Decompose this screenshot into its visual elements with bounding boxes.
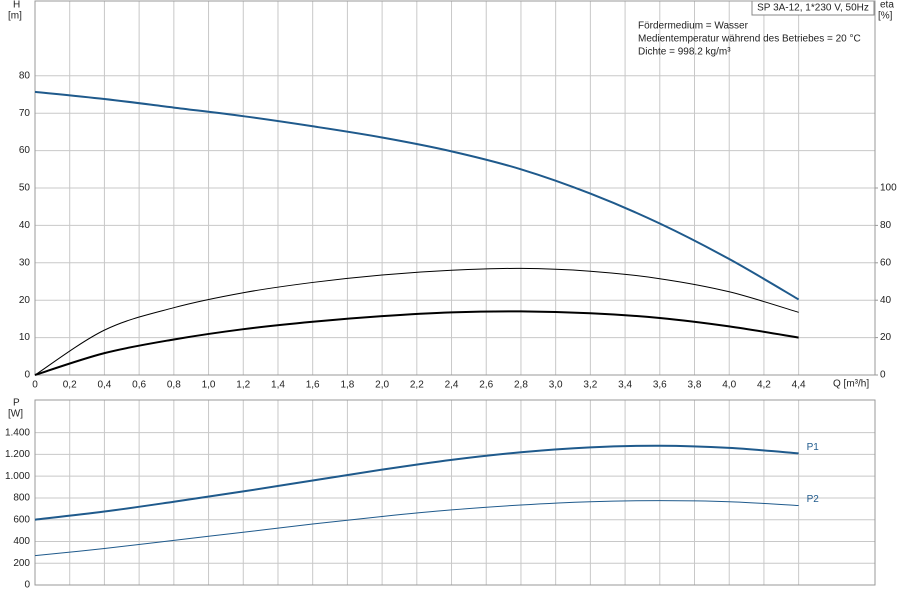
annotation: Dichte = 998.2 kg/m³	[638, 47, 731, 58]
x-tick-label: 3,2	[583, 380, 597, 391]
x-tick-label: 4,0	[722, 380, 736, 391]
y-tick-label: 30	[19, 257, 31, 268]
series-line	[34, 444, 799, 521]
x-tick-label: 0,4	[97, 380, 111, 391]
series-label: P2	[807, 494, 820, 505]
x-tick-label: 3,4	[618, 380, 632, 391]
y-tick-label: 20	[19, 295, 31, 306]
annotation: Fördermedium = Wasser	[638, 21, 749, 32]
x-tick-label: 2,0	[375, 380, 389, 391]
series-line	[34, 90, 800, 301]
x-tick-label: 2,8	[514, 380, 528, 391]
x-tick-label: 2,4	[445, 380, 459, 391]
x-tick-label: 3,0	[549, 380, 563, 391]
y-tick-label: 50	[19, 183, 31, 194]
x-tick-label: 1,6	[306, 380, 320, 391]
y-tick-label: 1.000	[5, 471, 30, 482]
y-tick-label: 200	[13, 558, 30, 569]
y-tick-label: 0	[24, 580, 30, 591]
x-axis-label: Q [m³/h]	[833, 379, 869, 390]
y2-tick-label: 60	[880, 257, 892, 268]
y-tick-label: 10	[19, 332, 31, 343]
y-tick-label: 400	[13, 536, 30, 547]
plot-frame	[34, 399, 876, 586]
y-axis-label: P	[13, 398, 20, 409]
y-tick-label: 600	[13, 514, 30, 525]
y-tick-label: 1.200	[5, 449, 30, 460]
x-tick-label: 0,6	[132, 380, 146, 391]
y-tick-label: 0	[24, 370, 30, 381]
y-tick-label: 40	[19, 220, 31, 231]
y-axis-unit: [m]	[8, 11, 22, 22]
x-tick-label: 0	[32, 380, 38, 391]
x-tick-label: 1,8	[340, 380, 354, 391]
x-tick-label: 2,2	[410, 380, 424, 391]
x-tick-label: 4,2	[757, 380, 771, 391]
plot-frame	[34, 0, 876, 376]
y-tick-label: 70	[19, 108, 31, 119]
x-tick-label: 1,2	[236, 380, 250, 391]
x-tick-label: 3,8	[688, 380, 702, 391]
x-tick-label: 3,6	[653, 380, 667, 391]
x-tick-label: 1,4	[271, 380, 285, 391]
y-tick-label: 60	[19, 145, 31, 156]
y-tick-label: 800	[13, 493, 30, 504]
x-tick-label: 0,8	[167, 380, 181, 391]
y-axis-unit: [W]	[8, 409, 23, 420]
y2-axis-label: eta	[880, 0, 894, 11]
y2-tick-label: 20	[880, 332, 892, 343]
y-axis-label: H	[13, 0, 20, 11]
chart-title: SP 3A-12, 1*230 V, 50Hz	[757, 3, 869, 14]
series-line	[34, 267, 799, 376]
y-tick-label: 80	[19, 70, 31, 81]
y2-tick-label: 100	[880, 183, 897, 194]
y2-tick-label: 40	[880, 295, 892, 306]
series-line	[34, 310, 799, 376]
x-tick-label: 1,0	[202, 380, 216, 391]
annotation: Medientemperatur während des Betriebes =…	[638, 34, 861, 45]
series-label: P1	[807, 442, 820, 453]
y2-axis-unit: [%]	[878, 11, 893, 22]
y2-tick-label: 0	[880, 370, 886, 381]
y-tick-label: 1.400	[5, 427, 30, 438]
y2-tick-label: 80	[880, 220, 892, 231]
x-tick-label: 4,4	[792, 380, 806, 391]
x-tick-label: 0,2	[63, 380, 77, 391]
x-tick-label: 2,6	[479, 380, 493, 391]
series-line	[34, 500, 799, 557]
